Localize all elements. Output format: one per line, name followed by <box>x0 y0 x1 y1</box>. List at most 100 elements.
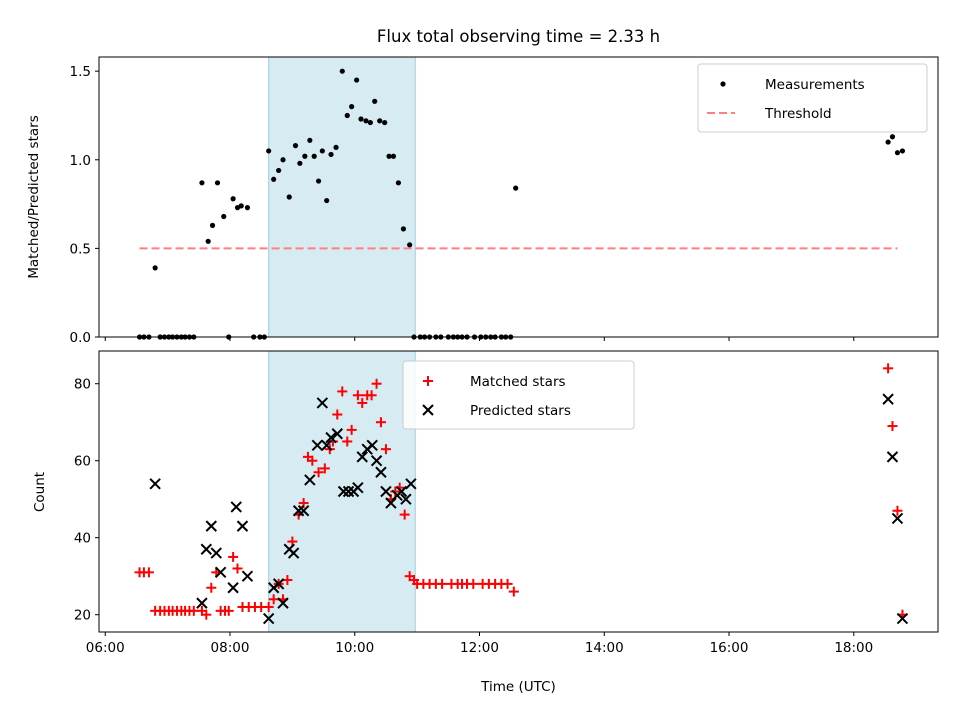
ratio-y-tick-label: 1.5 <box>70 64 91 80</box>
predicted-star-point <box>395 485 408 498</box>
predicted-star-point <box>375 466 387 478</box>
predicted-star-point <box>196 597 208 609</box>
measurement-point <box>328 151 334 158</box>
x-tick-label: 12:00 <box>460 640 499 656</box>
legend-label: Threshold <box>764 106 832 122</box>
predicted-star-point <box>896 612 909 625</box>
measurement-point <box>400 226 407 232</box>
predicted-star-point <box>380 485 392 498</box>
ratio-y-tick-label: 1.0 <box>70 153 91 169</box>
predicted-star-point <box>891 512 904 525</box>
legend-predicted-swatch <box>422 404 434 416</box>
ratio-panel: 0.0 0.5 1.0 1.5 Matched/Predicted stars Mea… <box>26 56 939 346</box>
ratio-y-tick-label: 0.0 <box>70 330 91 346</box>
matched-star-point <box>268 594 279 605</box>
measurement-point <box>390 153 397 159</box>
predicted-star-point <box>297 505 310 517</box>
matched-star-point <box>437 578 448 589</box>
matched-star-point <box>143 567 154 578</box>
predicted-star-point <box>149 478 161 490</box>
predicted-star-point <box>200 543 212 555</box>
measurement-point <box>276 167 282 174</box>
predicted-star-point <box>236 520 249 532</box>
predicted-star-point <box>331 428 343 440</box>
predicted-star-point <box>385 497 397 509</box>
measurement-point <box>214 180 221 186</box>
matched-star-point <box>313 467 324 478</box>
ratio-y-tick-label: 0.5 <box>70 241 91 257</box>
measurement-point <box>209 222 216 228</box>
measurement-point <box>324 197 330 204</box>
measurement-point <box>311 153 317 159</box>
matched-star-point <box>342 436 353 447</box>
measurement-point <box>302 153 308 159</box>
matched-star-point <box>232 563 243 574</box>
count-panel-frame <box>98 350 939 633</box>
measurement-point <box>899 148 906 154</box>
predicted-star-point <box>337 485 350 498</box>
ratio-y-axis-label: Matched/Predicted stars <box>26 115 42 278</box>
x-tick-label: 16:00 <box>710 640 749 656</box>
predicted-star-point <box>342 485 355 498</box>
x-tick-label: 14:00 <box>585 640 624 656</box>
measurement-point <box>354 77 360 83</box>
matched-star-point <box>228 551 239 562</box>
legend-label: Measurements <box>765 77 865 93</box>
matched-star-point <box>887 421 898 432</box>
x-axis-label: Time (UTC) <box>480 679 556 695</box>
predicted-star-point <box>262 612 275 625</box>
x-tick-label: 06:00 <box>86 640 125 656</box>
matched-star-point <box>223 605 234 616</box>
legend-box <box>697 63 928 133</box>
matched-star-point <box>380 444 391 455</box>
predicted-star-point <box>272 578 285 590</box>
measurement-point <box>377 118 383 124</box>
matched-star-point <box>502 578 513 589</box>
matched-star-point <box>883 363 894 374</box>
measurement-point <box>199 180 205 186</box>
predicted-star-point <box>356 451 368 463</box>
matched-star-point <box>307 455 318 466</box>
measurement-point <box>382 119 388 126</box>
measurement-point <box>152 265 158 271</box>
measurement-point <box>885 139 891 145</box>
measurement-point <box>349 104 355 110</box>
predicted-star-point <box>320 439 333 452</box>
matched-star-point <box>282 575 293 586</box>
matched-star-point <box>206 582 217 593</box>
predicted-star-point <box>241 570 254 582</box>
predicted-star-point <box>352 481 364 494</box>
matched-star-point <box>263 601 274 612</box>
matched-star-point <box>399 509 410 520</box>
measurement-point <box>333 144 339 150</box>
ratio-shaded-interval <box>268 57 416 337</box>
count-y-tick-label: 20 <box>74 608 91 624</box>
measurement-point <box>513 185 519 191</box>
ratio-panel-frame <box>98 56 939 338</box>
measurement-point <box>266 148 272 154</box>
predicted-star-point <box>292 505 305 517</box>
predicted-star-point <box>230 501 242 513</box>
ratio-legend: Measurements Threshold <box>697 63 928 133</box>
measurement-point <box>244 205 251 211</box>
matched-star-point <box>508 586 519 597</box>
predicted-star-point <box>214 566 227 579</box>
matched-star-point <box>332 409 343 420</box>
matched-star-point <box>319 463 330 474</box>
matched-star-point <box>371 378 382 389</box>
measurement-point <box>230 196 236 202</box>
predicted-star-point <box>325 431 337 444</box>
matched-star-point <box>366 390 377 401</box>
matched-star-point <box>337 386 348 397</box>
measurement-point <box>319 148 325 154</box>
measurement-point <box>292 143 299 149</box>
measurement-point <box>297 160 303 166</box>
measurement-point <box>363 118 369 124</box>
predicted-star-point <box>277 597 289 609</box>
measurement-point <box>280 157 286 163</box>
predicted-star-point <box>210 547 222 559</box>
legend-measurement-swatch <box>720 81 726 87</box>
matched-star-point <box>346 424 357 435</box>
predicted-star-point <box>370 454 383 467</box>
